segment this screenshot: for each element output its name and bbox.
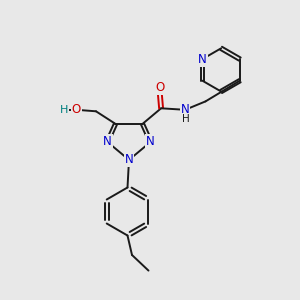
- Text: N: N: [146, 135, 155, 148]
- Text: O: O: [155, 81, 164, 94]
- Text: H: H: [182, 114, 190, 124]
- Text: N: N: [198, 52, 207, 66]
- Text: O: O: [72, 103, 81, 116]
- Text: N: N: [103, 135, 112, 148]
- Text: N: N: [181, 103, 190, 116]
- Text: N: N: [124, 153, 134, 167]
- Text: H: H: [60, 105, 68, 115]
